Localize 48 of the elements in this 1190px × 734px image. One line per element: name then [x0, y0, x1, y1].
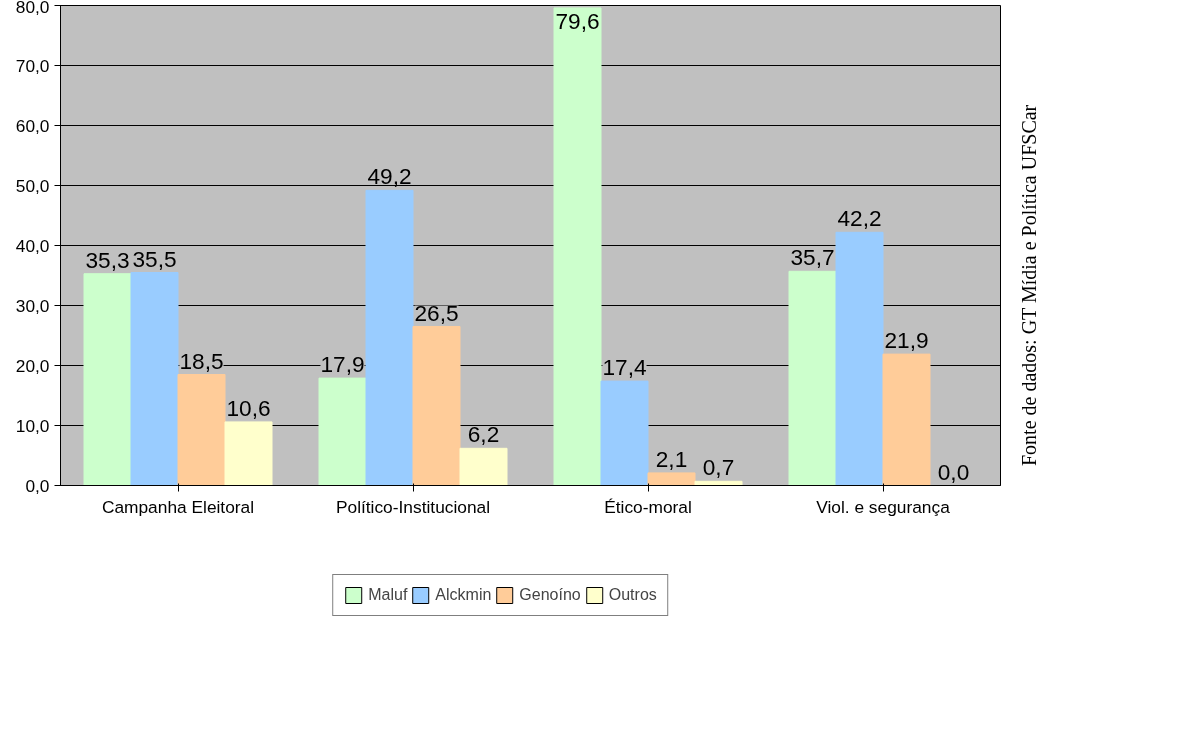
data-label: 6,2: [467, 421, 500, 448]
data-label: 35,3: [85, 246, 130, 273]
bar: [647, 472, 696, 486]
data-label: 42,2: [837, 205, 882, 232]
x-tick-label: Político-Institucional: [335, 496, 491, 517]
x-tick-label: Ético-moral: [604, 496, 692, 517]
data-label: 0,7: [702, 454, 735, 481]
legend-label: Genoíno: [519, 586, 581, 604]
data-label: 35,7: [790, 244, 835, 271]
legend-label: Outros: [608, 586, 657, 604]
bar: [177, 374, 226, 486]
y-tick-label: 10,0: [15, 415, 50, 436]
legend-label: Maluf: [368, 586, 408, 604]
data-label: 10,6: [226, 394, 271, 421]
data-label: 26,5: [414, 299, 459, 326]
source-note: Fonte de dados: GT Mídia e Política UFSCar: [1017, 104, 1041, 466]
data-label: 35,5: [132, 245, 177, 272]
bar: [130, 272, 179, 486]
bar: [882, 353, 931, 486]
bar: [600, 380, 649, 486]
data-label: 17,9: [320, 351, 365, 378]
bar: [835, 231, 884, 486]
legend-label: Alckmin: [435, 586, 492, 604]
data-label: 79,6: [555, 7, 600, 34]
bar: [83, 273, 132, 486]
data-label: 49,2: [367, 163, 412, 190]
y-tick-label: 70,0: [15, 55, 50, 76]
data-label: 18,5: [179, 347, 224, 374]
y-tick-label: 60,0: [15, 115, 50, 136]
data-label: 21,9: [884, 327, 929, 354]
y-tick-label: 40,0: [15, 235, 50, 256]
y-tick-label: 20,0: [15, 355, 50, 376]
bar: [412, 326, 461, 486]
bar: [318, 377, 367, 486]
x-tick-label: Campanha Eleitoral: [101, 496, 255, 517]
y-tick-label: 0,0: [25, 475, 50, 496]
data-label: 0,0: [937, 458, 970, 485]
bar: [553, 7, 602, 486]
data-label: 2,1: [655, 445, 688, 472]
y-tick-label: 50,0: [15, 175, 50, 196]
x-tick-label: Viol. e segurança: [816, 496, 951, 517]
y-tick-label: 80,0: [15, 0, 50, 17]
data-label: 17,4: [602, 354, 647, 381]
bar: [459, 447, 508, 486]
bar: [788, 270, 837, 486]
bar: [365, 189, 414, 486]
bar: [224, 421, 273, 486]
y-tick-label: 30,0: [15, 295, 50, 316]
